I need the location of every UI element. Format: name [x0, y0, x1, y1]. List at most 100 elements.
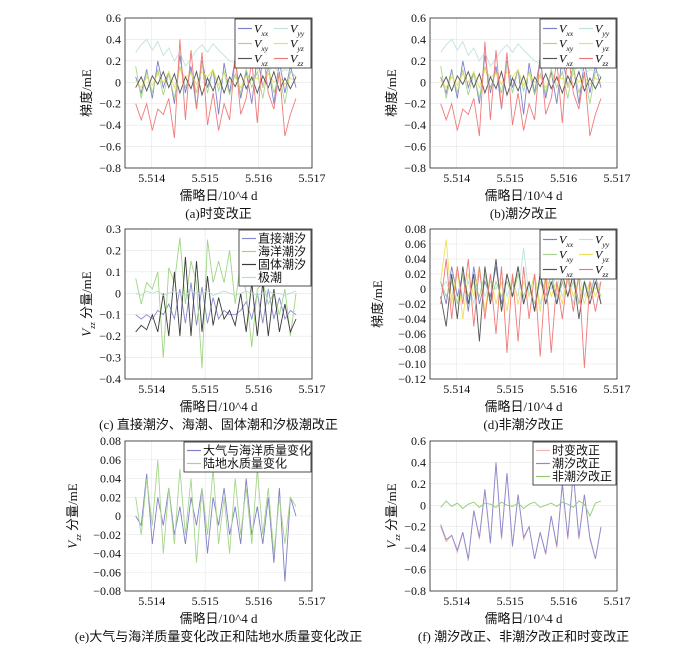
legend: Vxx Vyy Vxy Vyz Vxz Vzz	[234, 18, 312, 69]
x-tick-label: 5.516	[550, 594, 577, 608]
x-tick-label: 5.514	[443, 382, 470, 396]
x-tick-label: 5.517	[604, 594, 631, 608]
legend-label: 潮汐改正	[552, 456, 600, 471]
x-tick-label: 5.514	[138, 594, 165, 608]
y-tick-label: 0.02	[405, 267, 426, 281]
y-tick-label: 0.4	[411, 32, 426, 46]
legend-label: Vxz	[559, 52, 573, 69]
y-tick-label: 0.04	[405, 252, 426, 266]
y-tick-label: −0.4	[99, 118, 121, 132]
legend-label: Vxx	[254, 22, 269, 39]
y-tick-label: −0.06	[398, 327, 426, 341]
y-tick-label: −0.6	[404, 140, 426, 154]
chart-panel-f: 5.514 5.515 5.516 5.517 −0.8 −0.6 −0.4 −0.2 0 0.2…	[384, 434, 631, 644]
x-tick-label: 5.514	[138, 382, 165, 396]
series-line	[440, 258, 602, 342]
y-tick-label: 0.3	[106, 222, 121, 236]
y-tick-label: 0.04	[100, 472, 121, 486]
y-axis-label: 梯度/mE	[79, 69, 94, 117]
legend-box	[183, 441, 312, 473]
y-tick-label: 0.2	[106, 243, 121, 257]
legend-label: Vxy	[559, 37, 574, 54]
y-tick-label: 0.6	[411, 434, 426, 448]
plot-frame	[124, 17, 313, 169]
y-tick-label: −0.08	[398, 342, 426, 356]
y-tick-label: 0	[420, 498, 426, 512]
y-tick-label: −0.04	[398, 312, 426, 326]
chart-panel-b: 5.514 5.515 5.516 5.517 −0.8 −0.6 −0.4 −0.2 0 0.2…	[384, 11, 631, 221]
y-tick-label: −0.02	[93, 528, 121, 542]
y-tick-label: −0.8	[404, 584, 426, 598]
legend-label: Vyy	[595, 22, 610, 39]
panel-caption: (c) 直接潮汐、海潮、固体潮和汐极潮改正	[99, 417, 338, 432]
legend: Vxx Vyy Vxy Vyz Vxz Vzz	[539, 229, 617, 280]
y-tick-label: 0.06	[405, 237, 426, 251]
y-axis-label: 梯度/mE	[370, 280, 385, 328]
x-tick-label: 5.517	[299, 594, 326, 608]
series-line	[440, 258, 602, 368]
panel-caption: (e)大气与海洋质量变化改正和陆地水质量变化改正	[75, 629, 362, 644]
x-tick-label: 5.514	[138, 171, 165, 185]
x-tick-label: 5.517	[299, 171, 326, 185]
panel-caption: (f) 潮汐改正、非潮汐改正和时变改正	[418, 629, 629, 644]
series-line	[135, 62, 297, 104]
y-tick-label: −0.08	[93, 584, 121, 598]
series-line	[440, 41, 602, 137]
legend-box	[532, 441, 617, 486]
y-tick-label: 0.2	[411, 477, 426, 491]
legend-label: Vxz	[254, 52, 268, 69]
series-line	[440, 239, 602, 320]
legend-label: 海洋潮汐	[258, 244, 306, 259]
x-axis-label: 儒略日/10^4 d	[485, 399, 563, 414]
legend-label: Vxy	[254, 37, 269, 54]
series-line	[440, 69, 602, 97]
legend-label: 非潮汐改正	[552, 469, 612, 484]
panel-caption: (a)时变改正	[185, 206, 251, 221]
plot-frame	[429, 440, 618, 592]
legend-label: Vxy	[559, 248, 574, 265]
y-tick-label: −0.2	[99, 329, 121, 343]
y-tick-label: 0.2	[106, 54, 121, 68]
x-tick-label: 5.515	[497, 382, 524, 396]
legend-label: Vyz	[595, 248, 609, 265]
y-tick-label: 0.2	[411, 54, 426, 68]
x-tick-label: 5.515	[497, 171, 524, 185]
y-tick-label: 0	[115, 509, 121, 523]
x-axis-label: 儒略日/10^4 d	[180, 611, 258, 626]
legend-label: Vzz	[595, 52, 608, 69]
y-tick-label: −0.8	[99, 161, 121, 175]
legend-label: Vyy	[290, 22, 305, 39]
x-axis-label: 儒略日/10^4 d	[180, 399, 258, 414]
x-axis-label: 儒略日/10^4 d	[485, 188, 563, 203]
x-axis-label: 儒略日/10^4 d	[180, 188, 258, 203]
x-tick-label: 5.517	[604, 171, 631, 185]
legend-label: 时变改正	[552, 443, 600, 458]
y-axis-label: Vzz 分量/mE	[65, 483, 83, 549]
series-line	[135, 237, 297, 369]
x-tick-label: 5.516	[245, 594, 272, 608]
panel-caption: (b)潮汐改正	[490, 206, 557, 221]
legend-label: 大气与海洋质量变化	[203, 443, 311, 458]
x-tick-label: 5.515	[192, 594, 219, 608]
y-tick-label: −0.6	[404, 563, 426, 577]
y-axis-label: 梯度/mE	[384, 69, 399, 117]
legend-label: 极潮	[258, 270, 282, 285]
legend-label: Vzz	[595, 263, 608, 280]
x-tick-label: 5.516	[550, 171, 577, 185]
legend: Vxx Vyy Vxy Vyz Vxz Vzz	[539, 18, 617, 69]
y-axis-label: Vzz 分量/mE	[79, 271, 97, 337]
chart-panel-c: 5.514 5.515 5.516 5.517 −0.4 −0.3 −0.2 −0.1 0 0.1…	[79, 222, 338, 432]
y-tick-label: 0.02	[100, 490, 121, 504]
series-line	[135, 256, 297, 337]
y-tick-label: −0.2	[99, 97, 121, 111]
x-tick-label: 5.517	[299, 382, 326, 396]
legend-box	[238, 229, 312, 287]
legend-label: Vxz	[559, 263, 573, 280]
y-tick-label: −0.04	[93, 547, 121, 561]
y-tick-label: −0.3	[99, 351, 121, 365]
legend-label: 固体潮汐	[258, 257, 306, 272]
plot-frame	[429, 17, 618, 169]
chart-panel-e: 5.514 5.515 5.516 5.517 −0.08 −0.06 −0.04 −0.02…	[65, 434, 362, 644]
